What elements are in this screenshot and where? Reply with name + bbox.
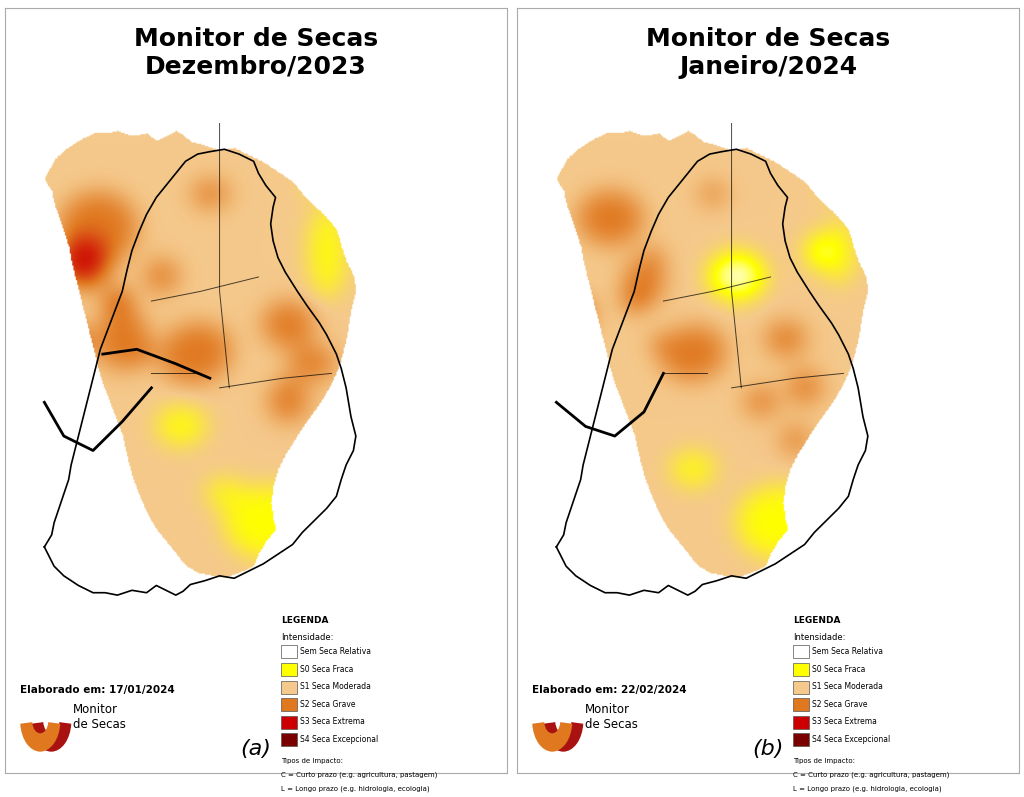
Text: S4 Seca Excepcional: S4 Seca Excepcional <box>300 735 379 744</box>
Wedge shape <box>32 722 72 752</box>
Text: Intensidade:: Intensidade: <box>281 633 334 642</box>
Bar <box>793 698 809 711</box>
Text: S3 Seca Extrema: S3 Seca Extrema <box>812 717 877 726</box>
Bar <box>281 681 297 693</box>
Bar <box>281 716 297 728</box>
Bar <box>281 663 297 676</box>
Text: S3 Seca Extrema: S3 Seca Extrema <box>300 717 365 726</box>
Text: Monitor
de Secas: Monitor de Secas <box>585 703 638 732</box>
Wedge shape <box>20 722 60 752</box>
Text: Intensidade:: Intensidade: <box>793 633 846 642</box>
Bar <box>281 733 297 746</box>
Text: S1 Seca Moderada: S1 Seca Moderada <box>812 682 883 691</box>
Text: Elaborado em: 22/02/2024: Elaborado em: 22/02/2024 <box>532 685 687 695</box>
Bar <box>281 646 297 658</box>
Text: L = Longo prazo (e.g. hidrologia, ecologia): L = Longo prazo (e.g. hidrologia, ecolog… <box>281 785 430 792</box>
Text: S0 Seca Fraca: S0 Seca Fraca <box>812 665 865 673</box>
Text: L = Longo prazo (e.g. hidrologia, ecologia): L = Longo prazo (e.g. hidrologia, ecolog… <box>793 785 942 792</box>
Bar <box>793 716 809 728</box>
Text: S2 Seca Grave: S2 Seca Grave <box>300 700 355 709</box>
Bar <box>281 698 297 711</box>
Text: Tipos de Impacto:: Tipos de Impacto: <box>281 758 343 764</box>
Text: C = Curto prazo (e.g. agricultura, pastagem): C = Curto prazo (e.g. agricultura, pasta… <box>793 771 949 778</box>
Wedge shape <box>532 722 572 752</box>
Text: Sem Seca Relativa: Sem Seca Relativa <box>300 647 371 656</box>
Text: S2 Seca Grave: S2 Seca Grave <box>812 700 867 709</box>
Text: (b): (b) <box>753 740 783 760</box>
Text: Monitor
de Secas: Monitor de Secas <box>73 703 126 732</box>
Text: C = Curto prazo (e.g. agricultura, pastagem): C = Curto prazo (e.g. agricultura, pasta… <box>281 771 437 778</box>
Text: S0 Seca Fraca: S0 Seca Fraca <box>300 665 353 673</box>
Bar <box>793 663 809 676</box>
Text: LEGENDA: LEGENDA <box>793 616 841 625</box>
Text: Sem Seca Relativa: Sem Seca Relativa <box>812 647 883 656</box>
Text: Elaborado em: 17/01/2024: Elaborado em: 17/01/2024 <box>20 685 175 695</box>
Text: LEGENDA: LEGENDA <box>281 616 329 625</box>
Text: Monitor de Secas
Janeiro/2024: Monitor de Secas Janeiro/2024 <box>646 27 890 79</box>
Text: Tipos de Impacto:: Tipos de Impacto: <box>793 758 855 764</box>
Wedge shape <box>544 722 584 752</box>
Text: S4 Seca Excepcional: S4 Seca Excepcional <box>812 735 891 744</box>
Text: Monitor de Secas
Dezembro/2023: Monitor de Secas Dezembro/2023 <box>134 27 378 79</box>
Text: S1 Seca Moderada: S1 Seca Moderada <box>300 682 371 691</box>
Text: (a): (a) <box>241 740 271 760</box>
Bar <box>793 733 809 746</box>
Bar <box>793 646 809 658</box>
Bar <box>793 681 809 693</box>
